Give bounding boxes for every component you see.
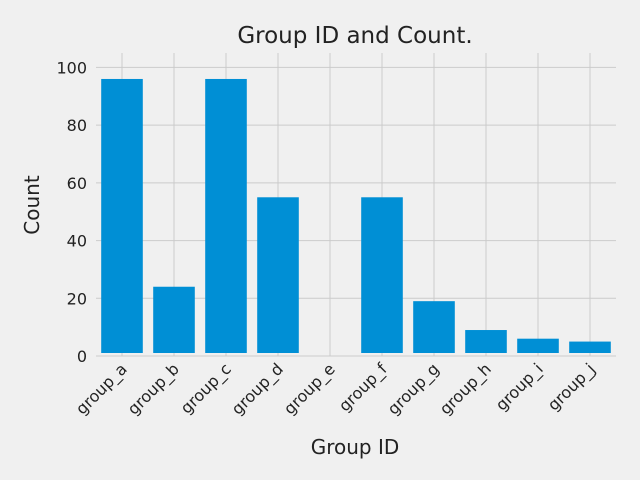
bar-group-c (205, 78, 247, 353)
bars (101, 78, 611, 353)
y-tick-label: 0 (77, 347, 87, 366)
y-tick-label: 100 (56, 58, 87, 77)
bar-group-h (465, 330, 507, 353)
x-axis-label: Group ID (311, 435, 400, 459)
bar-group-a (101, 78, 143, 353)
bar-group-b (153, 286, 195, 353)
y-tick-labels: 0 20 40 60 80 100 (56, 58, 87, 366)
y-tick-label: 60 (67, 174, 87, 193)
bar-group-j (569, 341, 611, 353)
y-axis-label: Count (20, 175, 44, 235)
y-tick-label: 80 (67, 116, 87, 135)
bar-group-i (517, 338, 559, 353)
bar-group-f (361, 197, 403, 353)
y-tick-label: 20 (67, 289, 87, 308)
y-tick-label: 40 (67, 232, 87, 251)
bar-group-g (413, 301, 455, 353)
chart-title: Group ID and Count. (237, 23, 472, 49)
bar-group-d (257, 197, 299, 353)
